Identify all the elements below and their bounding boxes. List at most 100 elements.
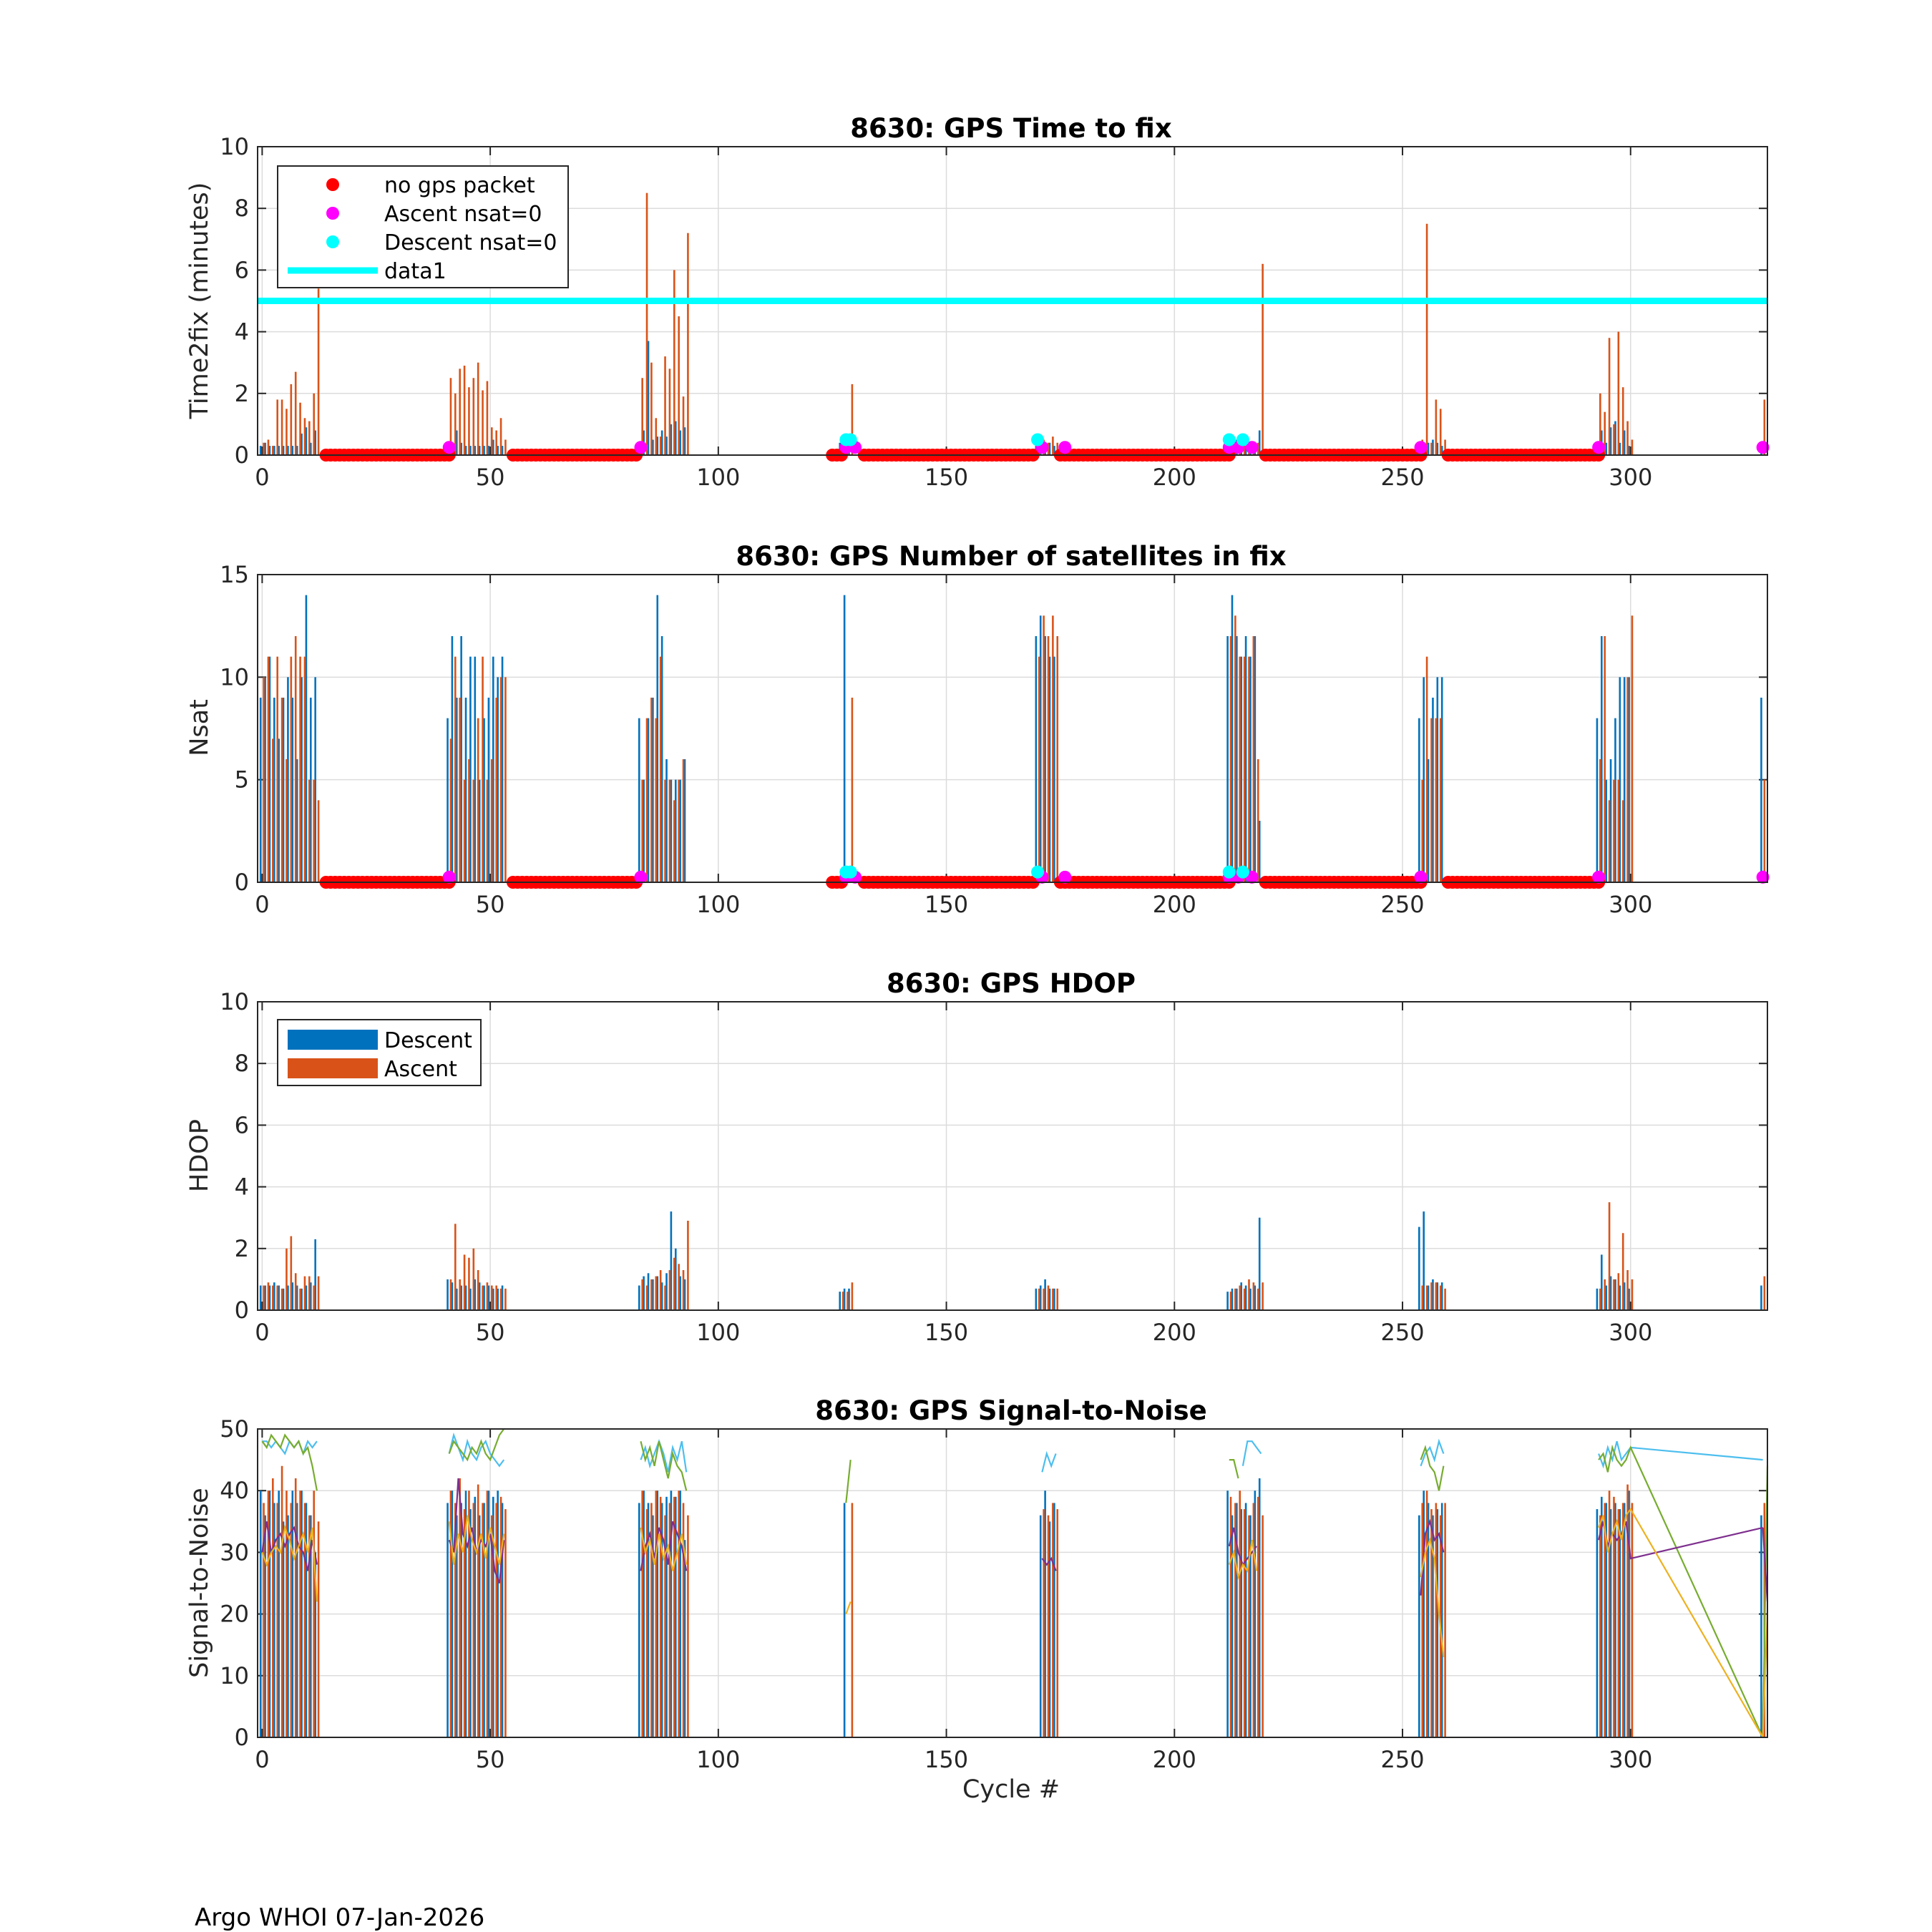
nsat-bar-descent (264, 677, 266, 882)
hdop-bar-ascent (263, 1285, 265, 1310)
ttf-bar-ascent (290, 384, 293, 455)
nsat-bar-descent (1614, 718, 1616, 882)
ttf-bar-descent (1605, 442, 1607, 455)
snr-bar-ascent (1626, 1484, 1629, 1737)
ttf-bar-descent (652, 439, 654, 455)
nsat-bar-ascent (664, 779, 666, 882)
ttf-xtick-label: 250 (1380, 464, 1424, 491)
nsat-bar-descent (1240, 656, 1243, 882)
nsat-descent-nsat0-marker (1031, 865, 1045, 879)
hdop-bar-descent (1048, 1288, 1051, 1310)
hdop-bar-ascent (687, 1221, 689, 1310)
snr-line-snr-min (640, 1527, 688, 1571)
hdop-bar-ascent (1248, 1279, 1250, 1310)
ttf-bar-ascent (299, 402, 301, 455)
ttf-ytick-label: 10 (220, 133, 249, 160)
nsat-bar-descent (474, 656, 477, 882)
nsat-title: 8630: GPS Number of satellites in fix (736, 541, 1286, 572)
ttf-bar-ascent (272, 446, 274, 455)
nsat-descent-nsat0-marker (844, 865, 857, 879)
nsat-bar-descent (1249, 656, 1252, 882)
ttf-bar-descent (305, 427, 308, 455)
nsat-bar-descent (460, 636, 462, 882)
snr-bar-ascent (454, 1503, 457, 1737)
snr-line-snr-high (1762, 1465, 1769, 1738)
snr-ytick-label: 50 (220, 1415, 249, 1443)
ttf-bar-descent (647, 341, 650, 455)
nsat-bar-descent (1601, 636, 1603, 882)
snr-bar-ascent (1604, 1503, 1606, 1737)
snr-bar-ascent (459, 1478, 461, 1737)
hdop-bar-ascent (499, 1288, 502, 1310)
ttf-bar-ascent (678, 316, 680, 455)
hdop-bar-descent (1240, 1282, 1243, 1310)
nsat-bar-ascent (495, 698, 497, 882)
nsat-bar-descent (670, 779, 673, 882)
snr-bar-ascent (299, 1491, 301, 1737)
ttf-bar-descent (674, 421, 677, 455)
hdop-bar-descent (839, 1292, 841, 1310)
snr-line-snr-max (640, 1439, 688, 1473)
hdop-bar-ascent (678, 1264, 680, 1310)
hdop-bar-descent (460, 1285, 462, 1310)
nsat-bar-ascent (1608, 800, 1611, 882)
nsat-bar-ascent (851, 698, 854, 882)
snr-bar-descent (1258, 1478, 1261, 1737)
nsat-bar-ascent (504, 677, 507, 882)
ttf-bar-descent (301, 433, 303, 455)
ttf-bar-descent (287, 446, 289, 455)
snr-bar-ascent (1248, 1515, 1250, 1737)
nsat-xtick-label: 50 (476, 891, 505, 918)
snr-bar-descent (273, 1503, 275, 1737)
ttf-bar-descent (1623, 430, 1626, 455)
hdop-bar-descent (301, 1288, 303, 1310)
snr-bar-descent (451, 1491, 454, 1737)
snr-bar-descent (656, 1491, 659, 1737)
ttf-bar-ascent (472, 378, 475, 455)
nsat-bar-descent (638, 718, 640, 882)
nsat-bar-ascent (290, 656, 293, 882)
ttf-xtick-label: 50 (476, 464, 505, 491)
nsat-bar-ascent (313, 779, 315, 882)
hdop-bar-descent (469, 1288, 472, 1310)
hdop-bar-descent (638, 1285, 640, 1310)
snr-bar-descent (1619, 1509, 1621, 1737)
snr-xlabel: Cycle # (962, 1775, 1060, 1804)
snr-bar-ascent (499, 1496, 502, 1737)
snr-bar-ascent (472, 1503, 475, 1737)
nsat-bar-descent (1440, 677, 1443, 882)
nsat-bar-ascent (486, 779, 489, 882)
hdop-bar-ascent (664, 1285, 666, 1310)
ttf-bar-ascent (468, 387, 470, 455)
ttf-bar-ascent (308, 421, 311, 455)
nsat-bar-ascent (1631, 615, 1634, 882)
hdop-bar-ascent (1243, 1288, 1246, 1310)
hdop-bar-descent (1605, 1285, 1607, 1310)
ttf-bar-descent (259, 446, 262, 455)
nsat-bar-descent (309, 698, 312, 882)
nsat-ylabel: Nsat (185, 699, 214, 756)
ttf-bar-ascent (650, 362, 653, 455)
footer-credit: Argo WHOI 07-Jan-2026 (195, 1903, 485, 1932)
hdop-bar-descent (1231, 1288, 1234, 1310)
hdop-bar-descent (309, 1282, 312, 1310)
nsat-xtick-label: 200 (1153, 891, 1196, 918)
hdop-bar-descent (259, 1285, 262, 1310)
hdop-bar-ascent (495, 1285, 497, 1310)
snr-bar-ascent (267, 1491, 270, 1737)
snr-line-snr-high (640, 1440, 688, 1491)
snr-xtick-label: 200 (1153, 1746, 1196, 1773)
nsat-bar-descent (287, 677, 289, 882)
snr-bar-descent (287, 1515, 289, 1737)
nsat-bar-descent (305, 595, 308, 882)
snr-bar-descent (1614, 1503, 1616, 1737)
ttf-ytick-label: 8 (235, 195, 249, 222)
nsat-bar-ascent (468, 759, 470, 882)
ttf-bar-ascent (1262, 263, 1264, 455)
legend-descent-swatch (288, 1030, 378, 1050)
hdop-bar-ascent (303, 1276, 306, 1310)
ttf-bar-ascent (303, 418, 306, 455)
hdop-bar-ascent (1421, 1285, 1424, 1310)
snr-bar-descent (638, 1503, 640, 1737)
ttf-ascent-nsat0-marker (1058, 441, 1072, 454)
